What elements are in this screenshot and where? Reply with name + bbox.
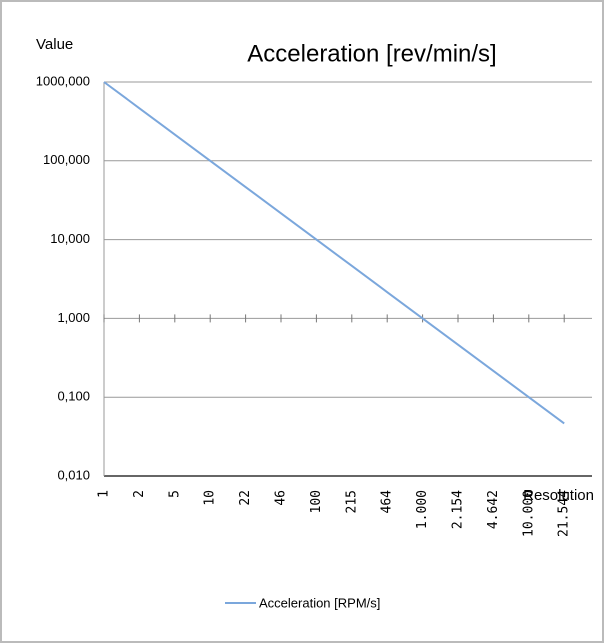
legend-label: Acceleration [RPM/s] (259, 595, 380, 610)
y-tick-label: 0,100 (57, 389, 90, 404)
x-tick-label: 10.000 (521, 490, 536, 537)
chart-title: Acceleration [rev/min/s] (247, 40, 496, 67)
x-tick-label: 215 (344, 490, 359, 513)
x-tick-label: 5 (167, 490, 182, 498)
y-tick-label: 1,000 (57, 310, 90, 325)
y-axis-label: Value (36, 36, 73, 53)
x-tick-label: 2.154 (451, 490, 466, 529)
x-tick-label: 1 (97, 490, 112, 498)
y-tick-label: 0,010 (57, 467, 90, 482)
x-tick-label: 1.000 (415, 490, 430, 529)
x-tick-label: 21.544 (557, 490, 572, 537)
x-tick-label: 22 (238, 490, 253, 506)
x-tick-label: 2 (132, 490, 147, 498)
x-axis-label: Resolution (523, 487, 594, 504)
x-tick-label: 10 (203, 490, 218, 506)
y-tick-label: 10,000 (50, 231, 90, 246)
y-tick-label: 100,000 (43, 152, 90, 167)
x-tick-label: 46 (274, 490, 289, 506)
x-tick-label: 4.642 (486, 490, 501, 529)
x-tick-label: 464 (380, 490, 395, 514)
y-tick-label: 1000,000 (36, 73, 90, 88)
x-tick-label: 100 (309, 490, 324, 513)
series-line (103, 81, 565, 425)
